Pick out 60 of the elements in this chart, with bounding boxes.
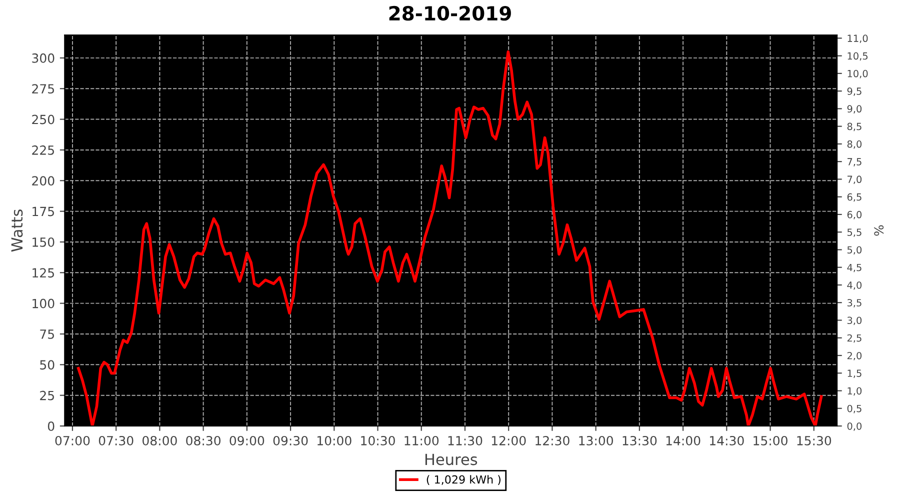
y2-tick-label: 3,0 xyxy=(847,316,862,326)
y2-tick-label: 6,5 xyxy=(847,193,862,202)
line-series xyxy=(77,50,823,426)
y2-tick-label: 0,5 xyxy=(847,404,862,414)
y2-tick-label: 7,0 xyxy=(848,176,862,184)
x-tick-label: 09:30 xyxy=(273,436,308,446)
y-tick-label: 250 xyxy=(32,114,54,124)
y2-tick-label: 10,5 xyxy=(848,52,868,61)
y2-tick-label: 11,0 xyxy=(848,34,868,43)
x-tick-label: 10:00 xyxy=(318,436,352,446)
y2-tick-label: 7,5 xyxy=(848,158,862,166)
y-tick-label: 75 xyxy=(40,330,54,339)
x-tick-label: 14:00 xyxy=(666,436,700,446)
y2-tick-label: 9,0 xyxy=(847,105,862,114)
x-tick-label: 10:30 xyxy=(361,436,395,446)
y2-tick-label: 8,5 xyxy=(847,122,862,132)
y2-tick-label: 4,5 xyxy=(847,264,862,272)
x-tick-label: 12:30 xyxy=(536,436,570,446)
y-tick-label: 300 xyxy=(32,53,54,63)
y-axis-title: Watts xyxy=(11,210,23,252)
x-tick-label: 15:30 xyxy=(797,436,832,446)
x-tick-label: 13:00 xyxy=(579,436,614,446)
y2-tick-label: 1,5 xyxy=(848,370,862,378)
y-tick-label: 225 xyxy=(32,145,54,155)
x-tick-label: 07:30 xyxy=(98,436,134,446)
x-tick-label: 09:00 xyxy=(230,436,264,446)
x-axis-title: Heures xyxy=(425,454,478,466)
y-tick-label: 25 xyxy=(40,390,54,400)
y-tick-label: 275 xyxy=(32,84,54,94)
y2-tick-label: 3,5 xyxy=(847,299,862,308)
x-tick-label: 11:30 xyxy=(448,436,482,446)
y-tick-label: 0 xyxy=(48,421,54,431)
y2-tick-label: 1,0 xyxy=(848,387,862,396)
y2-tick-label: 5,0 xyxy=(847,246,862,255)
x-tick-label: 07:00 xyxy=(55,436,90,446)
x-tick-label: 13:30 xyxy=(622,436,657,446)
y2-tick-label: 0,0 xyxy=(847,422,862,431)
x-tick-label: 08:30 xyxy=(186,436,220,446)
y-tick-label: 125 xyxy=(32,268,54,278)
y2-tick-label: 9,5 xyxy=(847,88,862,96)
y-tick-label: 175 xyxy=(32,206,54,216)
y2-tick-label: 6,0 xyxy=(847,210,862,220)
x-tick-label: 08:00 xyxy=(142,436,177,446)
y2-tick-label: 4,0 xyxy=(847,281,862,290)
y2-tick-label: 2,5 xyxy=(847,334,862,343)
y2-axis-title: % xyxy=(874,225,884,236)
y-tick-label: 100 xyxy=(32,298,54,308)
x-tick-label: 15:00 xyxy=(754,436,788,446)
y-tick-label: 150 xyxy=(32,237,54,247)
y2-tick-label: 5,5 xyxy=(847,228,862,237)
x-tick-label: 14:30 xyxy=(710,436,744,446)
y2-tick-label: 10,0 xyxy=(848,70,868,78)
x-tick-label: 12:00 xyxy=(492,436,526,446)
y2-tick-label: 2,0 xyxy=(847,352,862,360)
y2-tick-label: 8,0 xyxy=(847,140,862,149)
legend-label: ( 1,029 kWh ) xyxy=(426,475,500,486)
x-tick-label: 11:00 xyxy=(404,436,439,446)
chart-title: 28-10-2019 xyxy=(389,6,511,21)
y-tick-label: 50 xyxy=(40,360,54,370)
y-tick-label: 200 xyxy=(32,176,54,186)
